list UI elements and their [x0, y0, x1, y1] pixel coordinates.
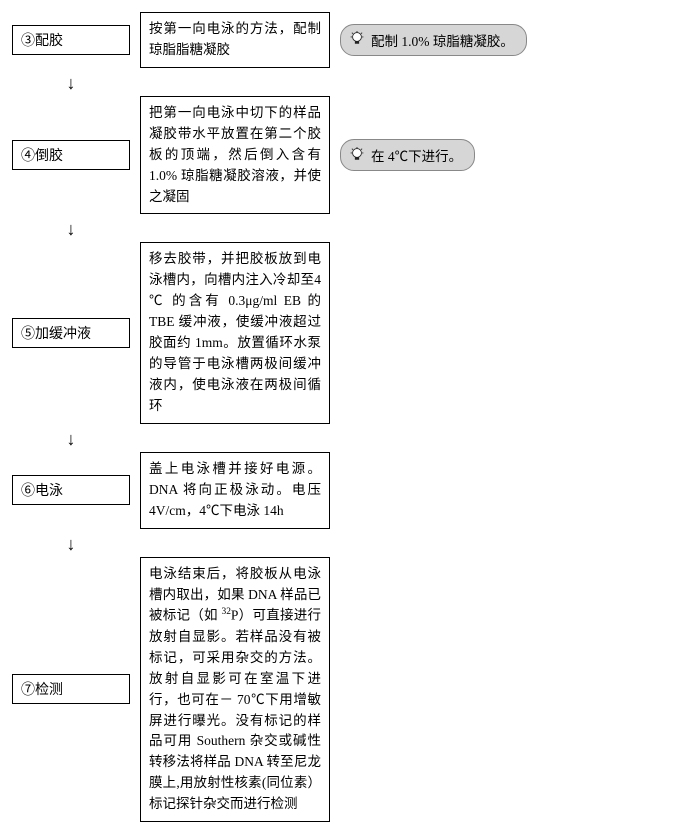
- step-label: ③配胶: [12, 25, 130, 55]
- down-arrow-icon: ↓: [12, 72, 130, 96]
- step-description: 电泳结束后，将胶板从电泳槽内取出，如果 DNA 样品已被标记（如 32P）可直接…: [140, 557, 330, 823]
- step-label: ⑦检测: [12, 674, 130, 704]
- step-row: ③配胶按第一向电泳的方法，配制琼脂脂糖凝胶 配制 1.0% 琼脂糖凝胶。: [12, 12, 687, 68]
- step-label: ⑤加缓冲液: [12, 318, 130, 348]
- lightbulb-icon: [349, 147, 365, 163]
- step-description: 按第一向电泳的方法，配制琼脂脂糖凝胶: [140, 12, 330, 68]
- tip-callout: 配制 1.0% 琼脂糖凝胶。: [340, 24, 527, 56]
- step-description: 盖上电泳槽并接好电源。DNA 将向正极泳动。电压4V/cm，4℃下电泳 14h: [140, 452, 330, 529]
- step-label: ④倒胶: [12, 140, 130, 170]
- step-row: ⑥电泳盖上电泳槽并接好电源。DNA 将向正极泳动。电压4V/cm，4℃下电泳 1…: [12, 452, 687, 529]
- flowchart-container: ③配胶按第一向电泳的方法，配制琼脂脂糖凝胶配制 1.0% 琼脂糖凝胶。↓④倒胶把…: [12, 12, 687, 822]
- tip-callout: 在 4℃下进行。: [340, 139, 475, 171]
- step-row: ④倒胶把第一向电泳中切下的样品凝胶带水平放置在第二个胶板的顶端，然后倒入含有1.…: [12, 96, 687, 215]
- step-label: ⑥电泳: [12, 475, 130, 505]
- tip-text: 在 4℃下进行。: [371, 145, 462, 165]
- step-row: ⑤加缓冲液移去胶带，并把胶板放到电泳槽内，向槽内注入冷却至4 ℃ 的含有 0.3…: [12, 242, 687, 423]
- down-arrow-icon: ↓: [12, 533, 130, 557]
- step-description: 把第一向电泳中切下的样品凝胶带水平放置在第二个胶板的顶端，然后倒入含有1.0% …: [140, 96, 330, 215]
- tip-text: 配制 1.0% 琼脂糖凝胶。: [371, 30, 514, 50]
- down-arrow-icon: ↓: [12, 428, 130, 452]
- step-description: 移去胶带，并把胶板放到电泳槽内，向槽内注入冷却至4 ℃ 的含有 0.3μg/ml…: [140, 242, 330, 423]
- step-row: ⑦检测电泳结束后，将胶板从电泳槽内取出，如果 DNA 样品已被标记（如 32P）…: [12, 557, 687, 823]
- lightbulb-icon: [349, 32, 365, 48]
- down-arrow-icon: ↓: [12, 218, 130, 242]
